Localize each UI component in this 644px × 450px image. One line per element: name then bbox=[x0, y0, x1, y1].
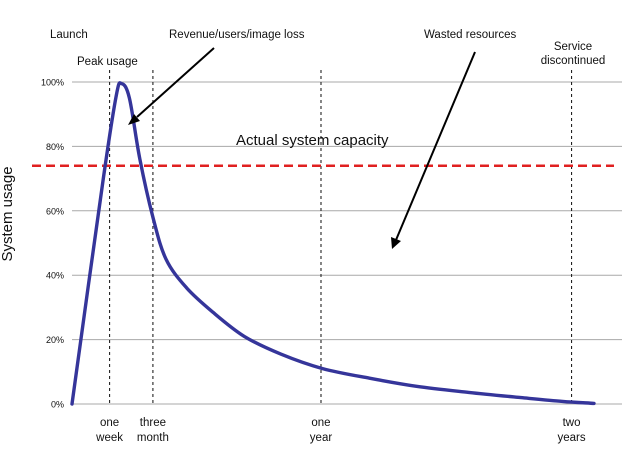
x-tick-label: one bbox=[311, 417, 330, 429]
capacity-line-group: Actual system capacity bbox=[32, 132, 614, 167]
x-tick-label: month bbox=[137, 432, 169, 444]
x-tick-label: two bbox=[563, 417, 581, 429]
series-group bbox=[70, 81, 596, 406]
annotation-service: discontinued bbox=[541, 55, 606, 67]
y-tick-label: 0% bbox=[51, 400, 64, 410]
x-tick-label: year bbox=[310, 432, 333, 444]
x-tick-label: week bbox=[95, 432, 123, 444]
marker-lines bbox=[109, 70, 573, 404]
y-tick-label: 40% bbox=[46, 271, 64, 281]
arrow-wasted-shaft bbox=[395, 51, 476, 241]
y-axis: 0% 20% 40% 60% 80% 100% System usage bbox=[0, 78, 64, 410]
y-axis-title: System usage bbox=[0, 166, 16, 261]
annotation-service: Service bbox=[554, 41, 592, 53]
arrow-loss-head bbox=[128, 114, 140, 125]
x-axis: one week three month one year two years bbox=[95, 417, 586, 444]
annotations: Launch Peak usage Revenue/users/image loss… bbox=[50, 29, 605, 249]
arrow-wasted-head bbox=[391, 237, 401, 249]
annotation-peak: Peak usage bbox=[77, 56, 138, 68]
capacity-label: Actual system capacity bbox=[236, 132, 389, 149]
annotation-loss: Revenue/users/image loss bbox=[169, 29, 305, 41]
arrow-loss-shaft bbox=[136, 47, 215, 118]
annotation-launch: Launch bbox=[50, 29, 88, 41]
y-tick-label: 100% bbox=[41, 78, 64, 88]
x-tick-label: one bbox=[100, 417, 119, 429]
usage-line bbox=[70, 81, 596, 406]
y-tick-label: 60% bbox=[46, 206, 64, 216]
annotation-wasted: Wasted resources bbox=[424, 29, 516, 41]
y-tick-label: 20% bbox=[46, 335, 64, 345]
grid bbox=[72, 81, 622, 405]
x-tick-label: three bbox=[140, 417, 166, 429]
y-tick-label: 80% bbox=[46, 142, 64, 152]
x-tick-label: years bbox=[557, 432, 585, 444]
